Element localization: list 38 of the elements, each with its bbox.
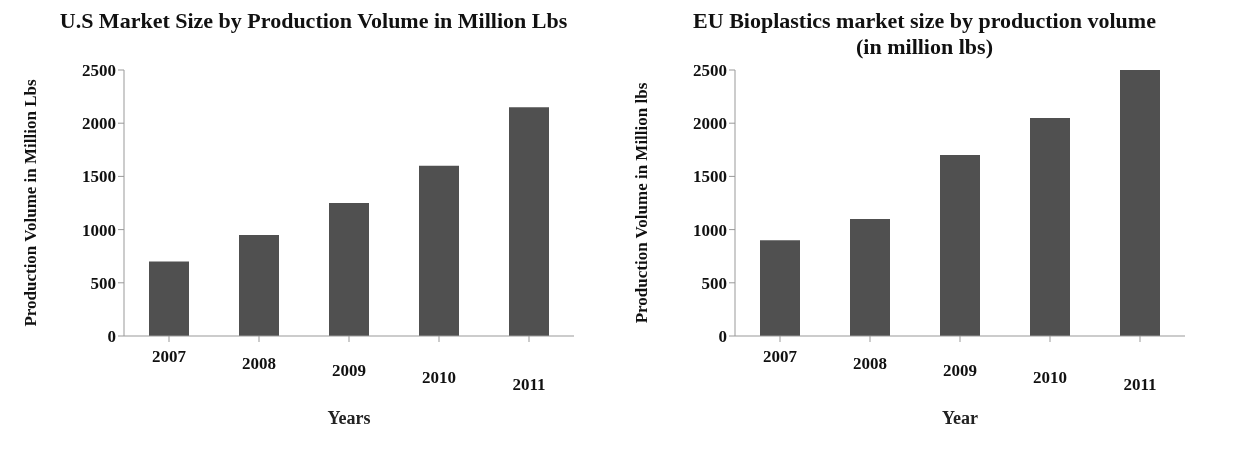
bar <box>1119 70 1160 336</box>
y-tick-label: 2000 <box>692 114 727 134</box>
y-axis-title: Production Volume in Million lbs <box>631 82 651 324</box>
x-tick-label: 2011 <box>1122 375 1157 394</box>
y-tick-label: 1500 <box>81 167 116 187</box>
chart-title: EU Bioplastics market size by production volume (in million lbs) <box>692 8 1157 61</box>
bar <box>328 203 369 336</box>
x-tick-label: 2007 <box>762 347 797 366</box>
y-tick-label: 2500 <box>692 61 727 81</box>
y-tick-label: 1000 <box>81 220 116 240</box>
bar <box>849 218 890 336</box>
x-tick-label: 2011 <box>511 375 546 394</box>
y-tick-label: 0 <box>718 327 727 347</box>
y-tick-label: 1000 <box>692 220 727 240</box>
bar <box>508 107 549 336</box>
x-tick-label: 2007 <box>151 347 186 366</box>
y-axis-title: Production Volume in Million Lbs <box>20 79 40 327</box>
x-tick-label: 2009 <box>942 361 977 380</box>
x-axis-title: Year <box>941 408 978 428</box>
y-tick-label: 2000 <box>81 114 116 134</box>
chart-title: U.S Market Size by Production Volume in Million Lbs <box>58 8 569 35</box>
y-tick-label: 0 <box>107 327 116 347</box>
bar <box>238 234 279 336</box>
x-tick-label: 2010 <box>421 368 456 387</box>
x-tick-label: 2010 <box>1032 368 1067 387</box>
bar <box>418 165 459 336</box>
x-axis-title: Years <box>327 408 370 428</box>
bar <box>148 261 189 336</box>
x-tick-label: 2009 <box>331 361 366 380</box>
y-tick-label: 2500 <box>81 61 116 81</box>
x-tick-label: 2008 <box>241 354 276 373</box>
bar <box>1029 117 1070 336</box>
bar <box>759 240 800 336</box>
x-tick-label: 2008 <box>852 354 887 373</box>
y-tick-label: 1500 <box>692 167 727 187</box>
y-tick-label: 500 <box>90 273 116 293</box>
y-tick-label: 500 <box>701 273 727 293</box>
bar <box>939 155 980 336</box>
